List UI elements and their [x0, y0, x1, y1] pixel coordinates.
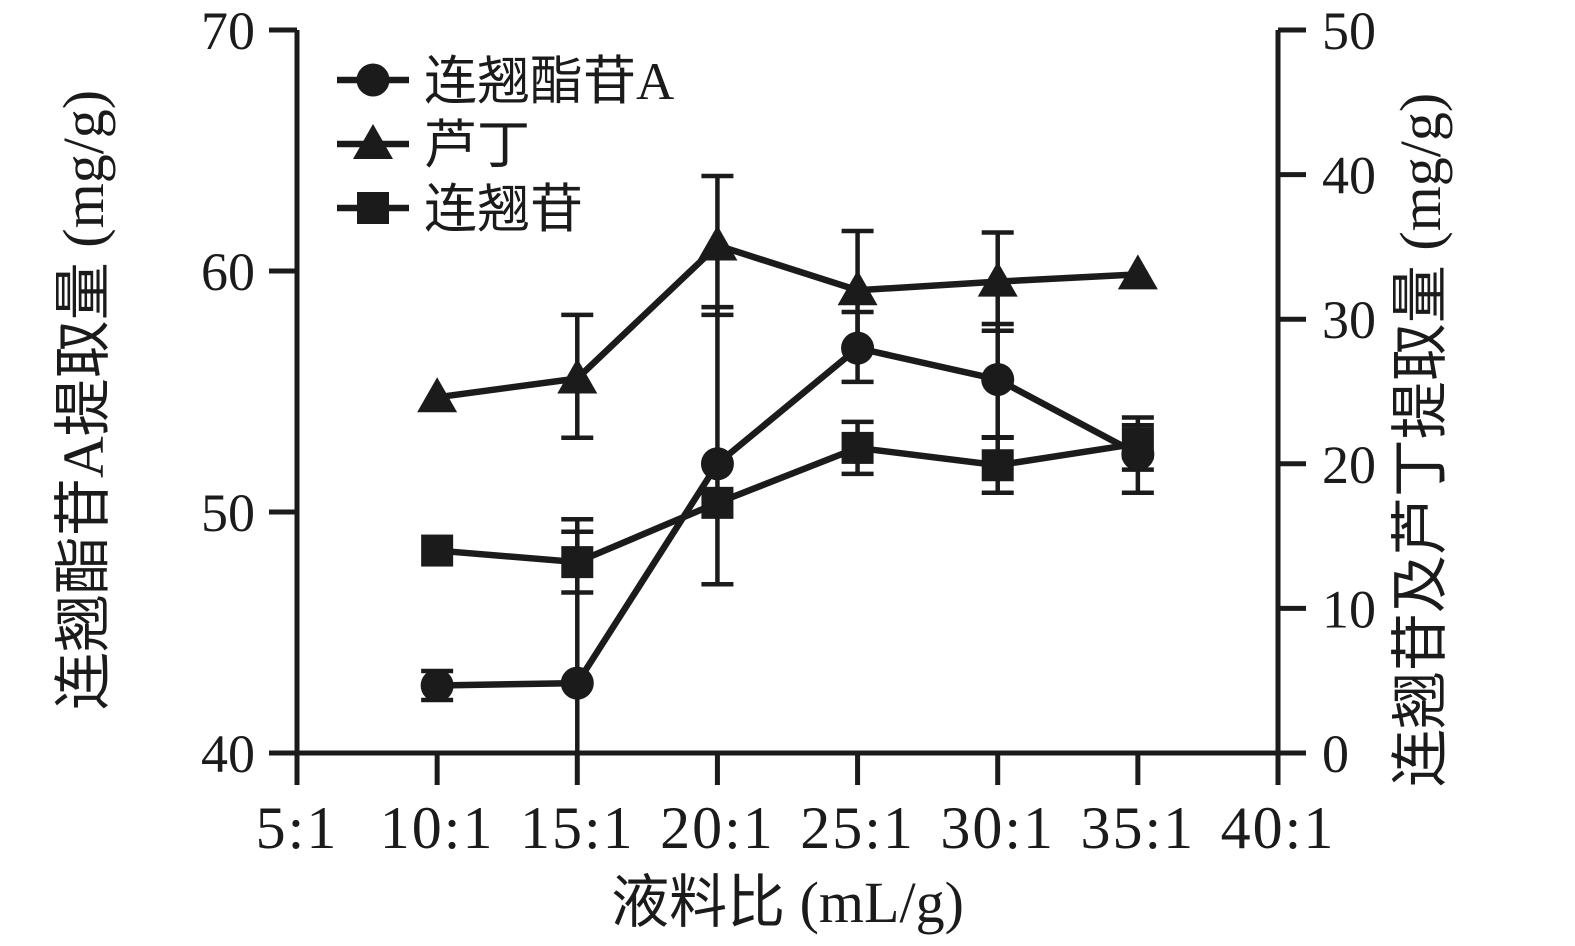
series-2-point-1-square-marker-icon: [561, 546, 594, 579]
legend-label: 连翘酯苷A: [424, 53, 674, 111]
series-0-point-3-circle-marker-icon: [841, 331, 875, 365]
series-0-point-4-circle-marker-icon: [981, 362, 1015, 396]
x-axis-title: 液料比 (mL/g): [611, 870, 964, 935]
series-0-point-0-circle-marker-icon: [420, 669, 454, 703]
series-1-point-1-triangle-marker-icon: [557, 358, 598, 394]
y-right-tick-label: 10: [1322, 579, 1376, 639]
x-tick-label: 30:1: [940, 795, 1055, 861]
y-right-tick-label: 0: [1322, 724, 1349, 784]
legend-label: 连翘苷: [424, 181, 583, 239]
y-left-tick-label: 70: [201, 1, 255, 61]
series-2-point-5-square-marker-icon: [1121, 427, 1154, 460]
x-tick-label: 35:1: [1081, 795, 1196, 861]
series-2-point-4-square-marker-icon: [981, 449, 1014, 482]
y-left-tick-label: 60: [201, 242, 255, 302]
y-right-tick-label: 40: [1322, 146, 1376, 206]
x-tick-label: 15:1: [520, 795, 635, 861]
y-right-tick-label: 50: [1322, 1, 1376, 61]
legend-item: 连翘苷: [337, 181, 583, 239]
series-2-point-3-square-marker-icon: [841, 431, 874, 464]
legend-item: 连翘酯苷A: [337, 53, 674, 111]
series-2-point-0-square-marker-icon: [421, 534, 454, 567]
legend-square-marker-icon: [357, 192, 389, 224]
series-1-point-2-triangle-marker-icon: [697, 225, 738, 261]
legend-item: 芦丁: [337, 117, 530, 175]
y-right-tick-label: 30: [1322, 290, 1376, 350]
x-tick-label: 5:1: [256, 795, 339, 861]
y-right-axis-title: 连翘苷及芦丁提取量 (mg/g): [1388, 93, 1453, 787]
legend-circle-marker-icon: [356, 63, 390, 97]
x-tick-label: 40:1: [1221, 795, 1336, 861]
y-right-tick-label: 20: [1322, 435, 1376, 495]
series-1-point-3-triangle-marker-icon: [837, 270, 878, 306]
series-1-point-4-triangle-marker-icon: [977, 261, 1018, 297]
series-0-point-2-circle-marker-icon: [700, 447, 734, 481]
legend-label: 芦丁: [424, 117, 530, 175]
series-1-line: [436, 241, 1139, 401]
series-0-point-1-circle-marker-icon: [560, 666, 594, 700]
series-1-point-5-triangle-marker-icon: [1117, 254, 1158, 290]
series-1-point-0-triangle-marker-icon: [417, 377, 458, 413]
y-left-axis-title: 连翘酯苷A提取量 (mg/g): [51, 90, 116, 710]
x-tick-label: 25:1: [800, 795, 915, 861]
x-tick-label: 10:1: [380, 795, 495, 861]
x-tick-label: 20:1: [660, 795, 775, 861]
y-left-tick-label: 40: [201, 724, 255, 784]
y-left-tick-label: 50: [201, 483, 255, 543]
series-0-line: [437, 344, 1140, 689]
series-2-point-2-square-marker-icon: [701, 486, 734, 519]
series-2-line: [436, 440, 1139, 566]
legend-triangle-marker-icon: [353, 124, 393, 159]
